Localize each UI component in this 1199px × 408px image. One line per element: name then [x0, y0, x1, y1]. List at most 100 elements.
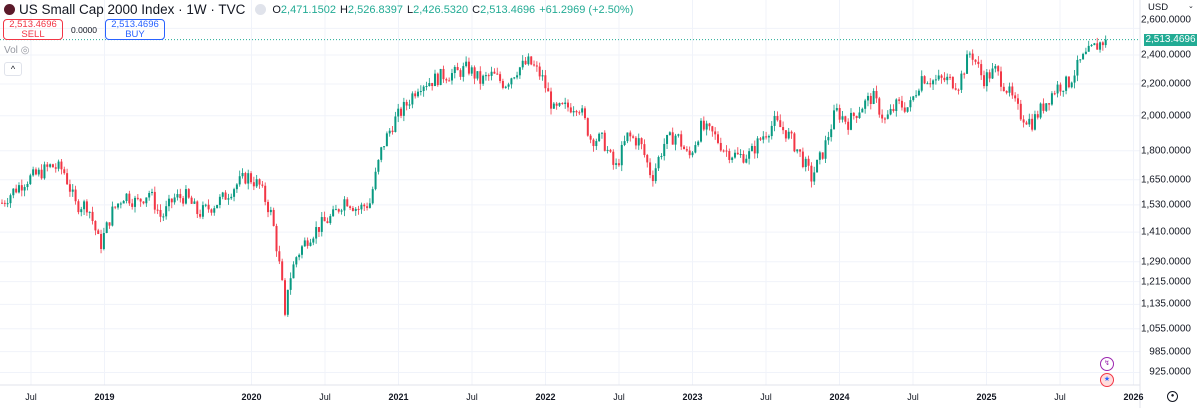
price-tick-label: 925.0000 [1149, 366, 1191, 378]
candle-body [428, 82, 431, 87]
candle-body [589, 135, 592, 140]
candle-body [954, 88, 957, 90]
candle-body [838, 108, 841, 120]
candle-body [473, 67, 476, 79]
candle-body [207, 204, 210, 210]
candle-body [518, 67, 521, 76]
candle-body [436, 73, 439, 86]
candle-body [462, 66, 465, 77]
volume-indicator[interactable]: Vol ◎ [4, 45, 29, 56]
candle-body [915, 95, 918, 97]
candle-body [289, 278, 292, 290]
candle-body [34, 169, 37, 175]
candle-body [184, 189, 187, 204]
candle-body [779, 120, 782, 128]
time-tick-label: 2020 [241, 392, 262, 402]
price-tick-label: 1,650.0000 [1140, 174, 1191, 186]
candle-body [114, 206, 117, 208]
candle-body [850, 112, 852, 130]
candle-body [323, 217, 326, 222]
candle-body [949, 76, 952, 78]
candle-body [983, 75, 986, 87]
candle-body [312, 238, 315, 243]
candle-body [1008, 86, 1011, 93]
candle-body [224, 192, 227, 200]
sell-button[interactable]: 2,513.4696 SELL [3, 19, 63, 40]
candle-body [216, 204, 219, 209]
candle-body [1067, 76, 1070, 88]
candle-body [685, 149, 688, 151]
candle-body [725, 150, 728, 152]
chevron-down-icon[interactable]: ⌄ [1188, 3, 1194, 10]
us-flag-event-icon[interactable]: ★ [1100, 373, 1114, 387]
candle-body [128, 193, 131, 204]
time-tick-label: 2025 [976, 392, 997, 402]
candle-body [541, 75, 544, 77]
candle-body [1056, 84, 1059, 94]
candle-body [657, 157, 660, 169]
candle-body [971, 53, 974, 60]
candle-body [479, 71, 482, 84]
candle-body [383, 146, 386, 148]
candle-body [697, 141, 700, 146]
candle-body [417, 91, 420, 97]
candle-body [683, 146, 686, 150]
candle-body [402, 101, 405, 116]
candle-body [1059, 84, 1062, 92]
buy-price: 2,513.4696 [111, 19, 159, 30]
candle-body [275, 225, 278, 252]
buy-button[interactable]: 2,513.4696 BUY [105, 19, 165, 40]
candle-body [43, 164, 46, 179]
candle-body [148, 193, 151, 198]
collapse-legend-button[interactable]: ^ [4, 62, 22, 76]
candle-body [799, 149, 802, 152]
candle-body [748, 151, 751, 159]
candle-body [600, 132, 603, 134]
symbol-title[interactable]: US Small Cap 2000 Index · 1W · TVC [19, 2, 246, 17]
candle-body [651, 175, 654, 182]
candle-body [111, 206, 114, 226]
candle-body [221, 192, 224, 197]
sell-price: 2,513.4696 [9, 19, 57, 30]
candle-body [926, 83, 929, 85]
candle-body [997, 66, 1000, 72]
candle-body [991, 68, 994, 79]
settings-icon[interactable]: ● [1167, 391, 1178, 402]
candle-body [575, 111, 578, 113]
currency-selector[interactable]: USD [1148, 2, 1169, 13]
time-tick-label: Jul [907, 392, 919, 402]
candle-body [558, 103, 561, 106]
price-tick-label: 2,400.0000 [1140, 49, 1191, 61]
candle-body [875, 90, 878, 99]
candle-body [422, 86, 425, 92]
candle-body [145, 197, 148, 204]
candle-body [629, 132, 632, 137]
candle-body [264, 185, 267, 202]
candle-body [1084, 51, 1087, 54]
candle-body [756, 138, 759, 154]
lightning-event-icon[interactable]: ↯ [1100, 357, 1114, 371]
candle-body [572, 111, 575, 113]
volume-label: Vol [4, 45, 18, 56]
candle-body [728, 151, 731, 160]
candle-body [943, 77, 946, 81]
candle-body [278, 251, 281, 262]
candle-body [456, 66, 459, 71]
candle-body [337, 209, 340, 212]
market-status-icon[interactable] [255, 4, 267, 15]
eye-hidden-icon[interactable]: ◎ [20, 45, 30, 56]
candle-body [66, 173, 69, 185]
candle-body [719, 142, 722, 151]
candle-body [963, 73, 966, 75]
candle-body [315, 227, 318, 239]
candle-body [909, 100, 912, 108]
candle-body [932, 80, 935, 85]
candle-body [801, 151, 804, 168]
candle-body [705, 123, 708, 130]
candle-body [77, 201, 80, 213]
candle-body [507, 84, 510, 87]
candle-body [102, 233, 105, 249]
candle-body [165, 206, 168, 217]
candle-body [595, 141, 598, 147]
